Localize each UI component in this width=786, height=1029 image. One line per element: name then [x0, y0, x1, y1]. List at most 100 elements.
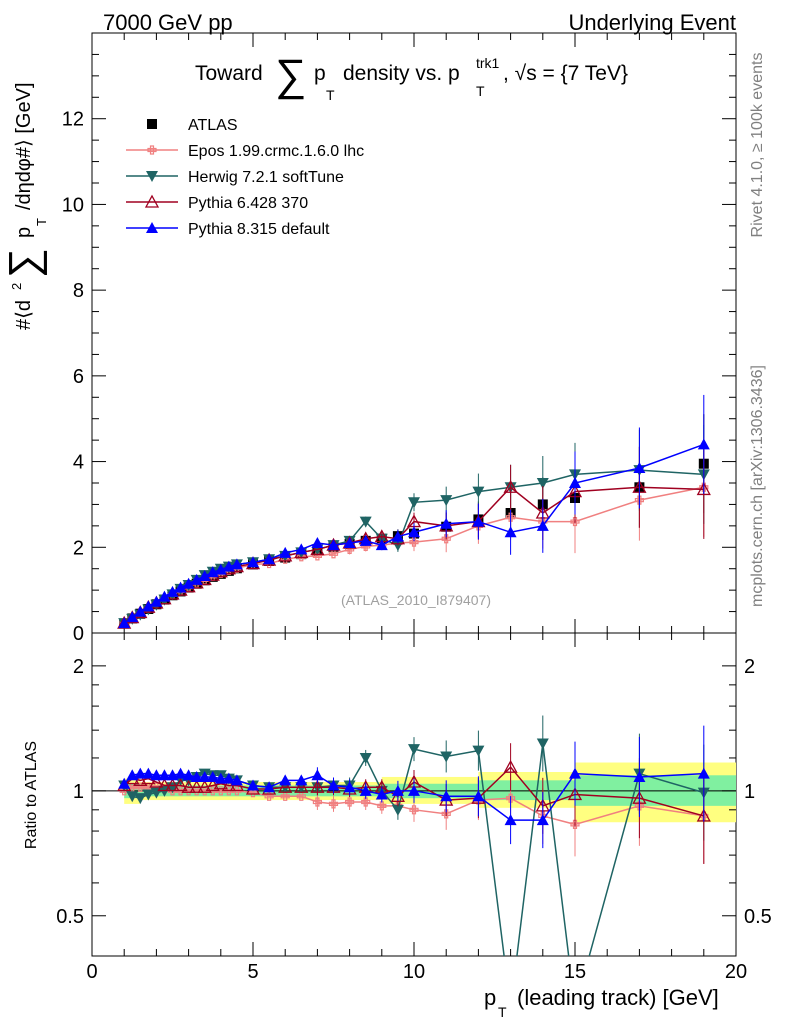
ratio-point-pythia6 — [189, 779, 204, 793]
ratio-point-herwig — [408, 744, 420, 756]
point-herwig — [391, 540, 404, 552]
xtick-label: 10 — [403, 961, 425, 983]
legend-marker — [144, 194, 160, 208]
svg-text:T: T — [498, 1004, 507, 1020]
main-ytick-label: 2 — [73, 537, 84, 559]
main-panel: 0 2 4 6 8 10 12 (ATLAS_2010_I879407) Toward ∑ … — [0, 32, 737, 645]
ratio-point-pythia8 — [158, 769, 171, 781]
point-pythia8 — [134, 605, 147, 617]
collision-label: 7000 GeV pp — [103, 10, 233, 35]
legend-item-herwig: Herwig 7.2.1 softTune — [126, 169, 344, 186]
ratio-point-pythia8 — [472, 790, 485, 802]
point-pythia8 — [230, 558, 243, 570]
point-pythia8 — [158, 590, 171, 602]
ratio-point-pythia8 — [295, 774, 308, 786]
point-pythia8 — [174, 581, 187, 593]
svg-text:T: T — [476, 83, 485, 99]
ratio-point-pythia8 — [222, 772, 235, 784]
ratio-point-pythia6 — [503, 759, 518, 773]
legend-label: Epos 1.99.crmc.1.6.0 lhc — [188, 143, 364, 160]
svg-text:p: p — [484, 985, 496, 1010]
xtick-label: 15 — [564, 961, 586, 983]
ratio-point-pythia8 — [697, 767, 710, 779]
plot-title: Toward ∑ p T density vs. p trk1 T , √s =… — [195, 51, 628, 103]
svg-text:density vs. p: density vs. p — [343, 62, 460, 85]
main-ytick-label: 4 — [73, 452, 84, 474]
ratio-point-pythia8 — [214, 772, 227, 784]
ratio-point-pythia8 — [569, 767, 581, 779]
legend-item-epos: Epos 1.99.crmc.1.6.0 lhc — [126, 143, 364, 160]
xtick-label: 20 — [725, 961, 747, 983]
point-pythia8 — [150, 595, 163, 607]
watermark: (ATLAS_2010_I879407) — [341, 592, 491, 608]
legend-marker — [146, 171, 158, 182]
svg-text:∑: ∑ — [0, 248, 47, 278]
legend-marker — [147, 119, 157, 129]
ratio-point-pythia6 — [294, 779, 309, 793]
ratio-point-pythia8 — [142, 767, 155, 779]
point-pythia8 — [697, 438, 710, 450]
point-pythia8 — [182, 577, 195, 589]
ratio-point-pythia6 — [205, 778, 220, 792]
legend-item-pythia6: Pythia 6.428 370 — [126, 194, 308, 212]
ratio-point-herwig — [142, 789, 155, 801]
ratio-point-pythia8 — [279, 774, 292, 786]
point-herwig — [440, 495, 453, 507]
point-herwig — [472, 486, 485, 498]
ratio-point-pythia8 — [504, 814, 517, 826]
point-pythia8 — [198, 570, 211, 581]
point-pythia6 — [696, 482, 711, 496]
xtick-label: 0 — [86, 961, 97, 983]
main-ytick-label: 6 — [73, 366, 84, 388]
ratio-ytick-label: 1 — [73, 781, 84, 803]
rivet-label: Rivet 4.1.0, ≥ 100k events — [749, 53, 766, 238]
ratio-point-herwig — [359, 752, 372, 764]
ratio-point-pythia8 — [633, 770, 646, 782]
legend-item-pythia8: Pythia 8.315 default — [126, 221, 330, 238]
point-pythia8 — [472, 515, 485, 527]
ratio-point-pythia8 — [198, 770, 211, 782]
svg-text:T: T — [34, 218, 49, 226]
point-pythia8 — [633, 462, 646, 473]
svg-text:#⟨d: #⟨d — [13, 300, 35, 330]
main-ytick-label: 8 — [73, 280, 84, 302]
point-herwig — [359, 516, 372, 528]
ratio-point-pythia6 — [310, 779, 325, 793]
ratio-point-pythia8 — [440, 790, 453, 802]
ratio-point-pythia8 — [536, 814, 549, 826]
svg-text:∑: ∑ — [275, 51, 306, 100]
point-pythia6 — [310, 542, 325, 556]
ratio-point-pythia8 — [230, 774, 243, 786]
legend-item-atlas: ATLAS — [147, 117, 238, 134]
point-pythia8 — [569, 477, 581, 488]
svg-text:p: p — [13, 227, 35, 238]
legend-label: Pythia 8.315 default — [188, 221, 330, 238]
point-pythia8 — [126, 611, 139, 623]
main-ytick-label: 12 — [62, 109, 84, 131]
legend-label: Pythia 6.428 370 — [188, 195, 308, 212]
point-herwig — [408, 497, 420, 509]
point-pythia8 — [247, 556, 259, 568]
ratio-point-epos — [506, 793, 516, 803]
ratio-point-pythia6 — [165, 778, 180, 792]
ratio-point-pythia8 — [174, 767, 187, 779]
xtick-label: 5 — [247, 961, 258, 983]
ratio-panel: 0.5 0.51 12 20 5 10 15 20 Ratio to ATLAS — [23, 632, 772, 983]
point-pythia8 — [166, 585, 179, 597]
ratio-point-pythia8 — [375, 788, 388, 800]
ratio-ytick-label-right: 2 — [744, 656, 755, 678]
ratio-point-pythia8 — [134, 767, 147, 779]
point-pythia8 — [440, 517, 453, 529]
main-ylabel: #⟨d 2 ∑ p T /dηdφ#⟩ [GeV] — [0, 82, 49, 330]
point-pythia8 — [359, 534, 372, 546]
ratio-point-herwig — [134, 793, 147, 805]
svg-text:T: T — [326, 87, 335, 103]
svg-text:, √s = {7 TeV}: , √s = {7 TeV} — [503, 62, 628, 85]
ratio-point-pythia6 — [149, 774, 164, 788]
ratio-point-herwig — [472, 745, 485, 757]
ratio-point-pythia6 — [278, 779, 293, 793]
svg-text:/dηdφ#⟩ [GeV]: /dηdφ#⟩ [GeV] — [13, 82, 35, 210]
point-pythia8 — [214, 563, 227, 575]
ratio-point-pythia6 — [197, 779, 212, 793]
point-pythia8 — [504, 526, 517, 538]
